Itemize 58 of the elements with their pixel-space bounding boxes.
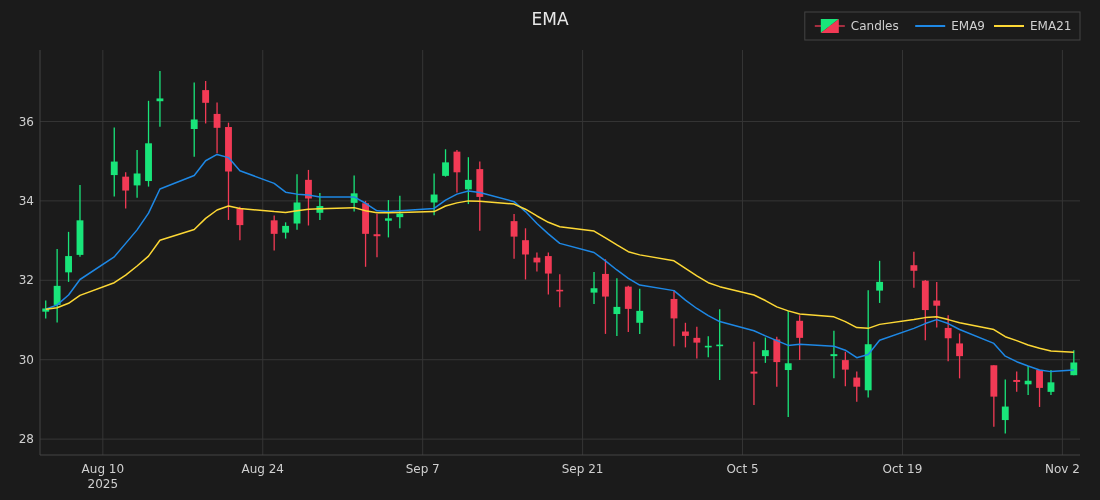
candlestick	[464, 156, 472, 205]
candlestick	[522, 227, 529, 281]
candlestick	[761, 336, 769, 364]
candlestick	[122, 171, 130, 210]
candlestick	[624, 285, 632, 333]
legend-label: Candles	[850, 19, 899, 34]
candlestick	[1001, 378, 1009, 435]
candlestick	[202, 80, 210, 125]
x-tick-label: Oct 5	[726, 462, 759, 476]
candlestick	[442, 148, 449, 178]
candlestick	[1036, 369, 1043, 408]
y-tick-label: 36	[18, 114, 34, 129]
line-series	[44, 200, 1075, 353]
candlestick	[1047, 369, 1055, 396]
x-tick-label: Sep 7	[405, 462, 440, 476]
candlestick	[784, 310, 792, 418]
candlestick	[53, 248, 61, 324]
x-tick-label: Nov 2	[1044, 462, 1080, 476]
y-tick-label: 30	[18, 352, 34, 367]
candlestick	[956, 332, 964, 380]
legend-label: EMA9	[951, 19, 985, 34]
candlestick	[681, 322, 689, 349]
y-tick-label: 34	[18, 194, 34, 209]
candlestick	[636, 287, 644, 335]
candlestick	[613, 277, 621, 337]
candlestick	[796, 314, 804, 361]
y-tick-label: 32	[18, 273, 34, 288]
candlestick	[693, 326, 701, 360]
candlestick	[830, 330, 838, 380]
candlestick	[544, 251, 552, 296]
candlestick	[430, 172, 438, 216]
candlestick	[910, 251, 918, 289]
x-tick-label: Sep 21	[561, 462, 604, 476]
candlestick	[236, 206, 244, 241]
candlestick	[156, 70, 164, 128]
y-tick-label: 28	[18, 432, 34, 447]
candlestick	[510, 213, 518, 260]
candlestick	[1013, 370, 1021, 393]
candlestick	[270, 214, 278, 252]
candlestick	[602, 258, 609, 335]
candlestick	[944, 314, 952, 362]
candlestick	[876, 260, 884, 304]
candlestick	[590, 271, 598, 305]
candlestick	[773, 336, 781, 388]
candlestick	[841, 351, 849, 387]
candlestick	[110, 126, 118, 198]
candlestick	[65, 231, 72, 283]
x-tick-label: Aug 10 2025	[81, 462, 125, 491]
x-tick-label: Aug 24	[241, 462, 285, 476]
legend-label: EMA21	[1030, 19, 1072, 34]
candlestick	[933, 281, 941, 329]
chart-title: EMA	[531, 9, 569, 29]
candlestick	[384, 199, 392, 239]
candlestick	[190, 81, 198, 158]
candlestick	[853, 370, 861, 403]
candlestick	[305, 169, 312, 227]
x-tick-label: Oct 19	[882, 462, 923, 476]
candlestick	[133, 149, 141, 199]
